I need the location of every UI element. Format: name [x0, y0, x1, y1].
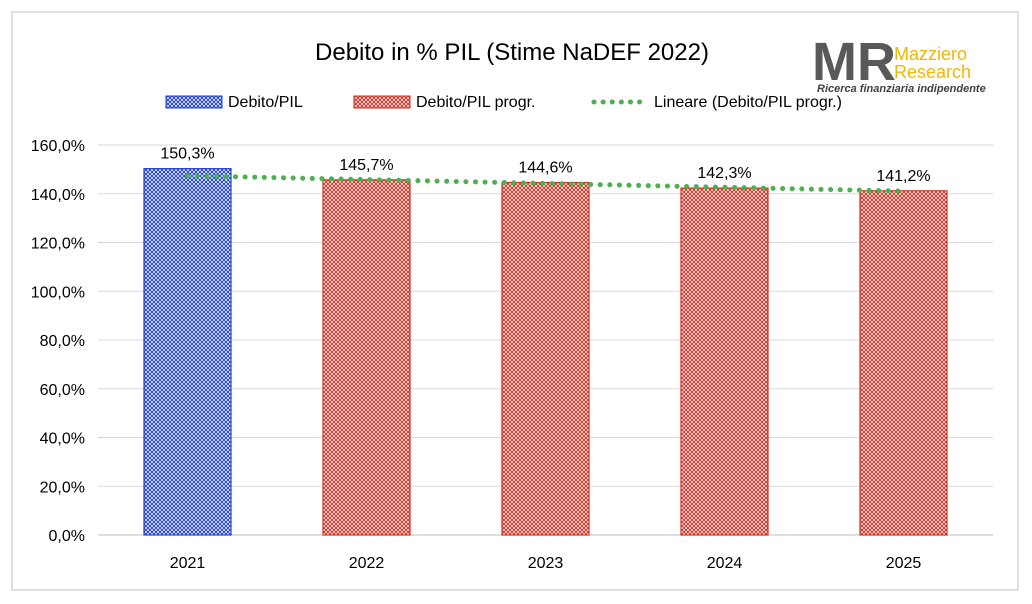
trendline [185, 173, 906, 194]
bar-2021 [143, 168, 232, 536]
bars [143, 168, 948, 536]
logo-line1: Mazziero [894, 44, 967, 64]
data-label-2025: 141,2% [876, 168, 930, 185]
logo-tagline: Ricerca finanziaria indipendente [817, 83, 986, 95]
y-tick-label: 160,0% [31, 138, 85, 155]
x-axis: 2021 2022 2023 2024 2025 [170, 555, 922, 572]
x-tick-label: 2023 [528, 555, 564, 572]
legend: Debito/PIL Debito/PIL progr. Lineare (De… [165, 94, 842, 111]
y-tick-label: 100,0% [31, 284, 85, 301]
x-tick-label: 2021 [170, 555, 206, 572]
logo-mark: MR [812, 32, 896, 92]
bar-2024 [680, 187, 769, 536]
y-tick-label: 40,0% [40, 431, 85, 448]
legend-label-debito: Debito/PIL [228, 94, 303, 111]
x-tick-label: 2022 [349, 555, 385, 572]
legend-swatch-debito [165, 95, 223, 109]
x-tick-label: 2025 [886, 555, 922, 572]
y-tick-label: 120,0% [31, 236, 85, 253]
trendline-path [185, 173, 906, 194]
bar-2025 [859, 190, 948, 536]
bar-2022 [322, 179, 411, 536]
legend-label-trend: Lineare (Debito/PIL progr.) [654, 94, 842, 111]
data-labels: 150,3% 145,7% 144,6% 142,3% 141,2% [160, 146, 930, 185]
data-label-2023: 144,6% [518, 160, 572, 177]
y-axis: 0,0% 20,0% 40,0% 60,0% 80,0% 100,0% 120,0% 140,… [31, 138, 85, 545]
legend-label-progr: Debito/PIL progr. [416, 94, 535, 111]
data-label-2022: 145,7% [339, 157, 393, 174]
y-tick-label: 20,0% [40, 479, 85, 496]
x-tick-label: 2024 [707, 555, 743, 572]
y-tick-label: 140,0% [31, 187, 85, 204]
bar-2023 [501, 181, 590, 536]
data-label-2024: 142,3% [697, 165, 751, 182]
y-tick-label: 0,0% [49, 528, 85, 545]
legend-swatch-progr [353, 95, 411, 109]
data-label-2021: 150,3% [160, 146, 214, 163]
chart-title: Debito in % PIL (Stime NaDEF 2022) [315, 39, 709, 66]
logo-line2: Research [894, 62, 971, 82]
y-tick-label: 80,0% [40, 333, 85, 350]
y-tick-label: 60,0% [40, 382, 85, 399]
mazziero-logo: MR Mazziero Research Ricerca finanziaria… [812, 32, 986, 95]
